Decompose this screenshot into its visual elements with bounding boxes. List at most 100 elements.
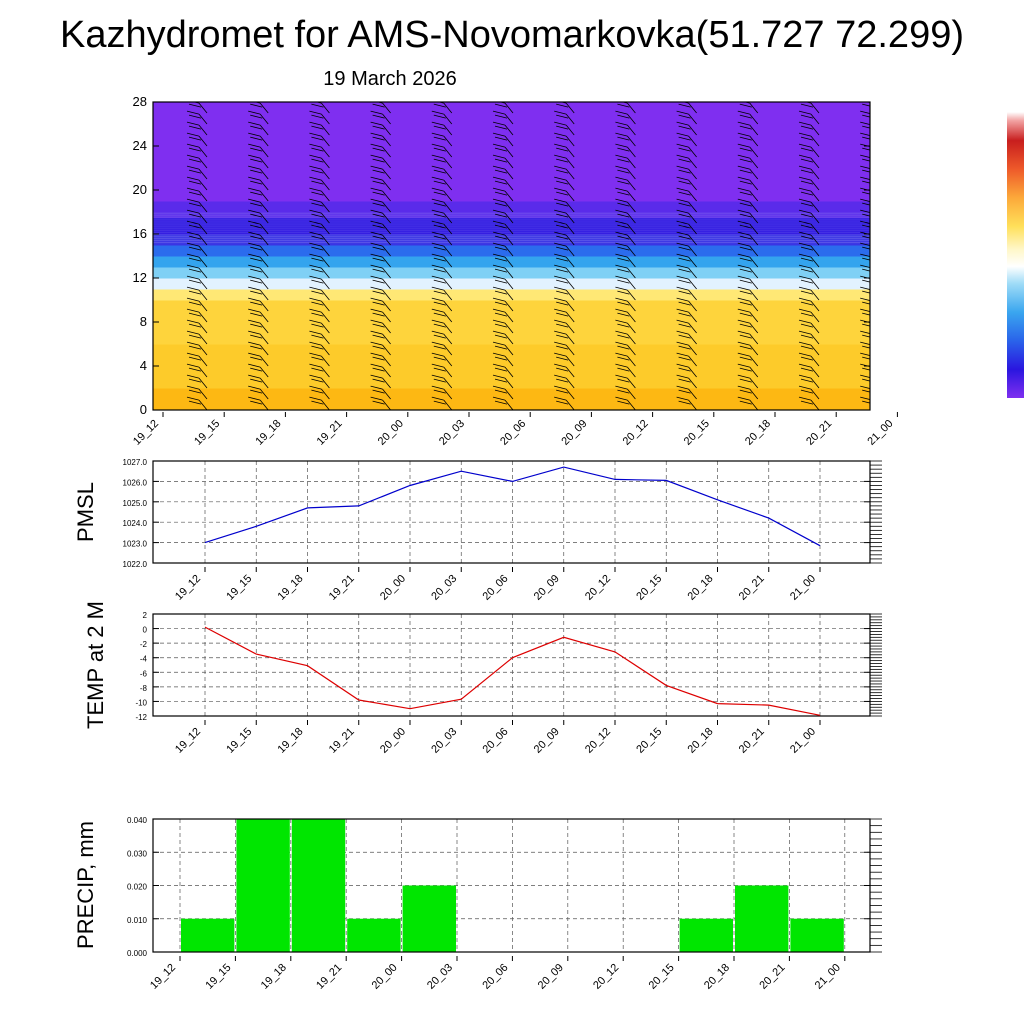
wind-barb-flag: [186, 220, 200, 225]
x-tick-label: 20_12: [621, 418, 651, 448]
wind-barb-flag: [798, 275, 812, 280]
wind-barb-flag: [676, 165, 689, 170]
wind-barb-flag: [250, 257, 263, 262]
wind-barb-flag: [370, 264, 383, 269]
x-tick-label: 21_00: [865, 418, 895, 448]
wind-barb-flag: [250, 103, 263, 108]
wind-barb-flag: [617, 147, 630, 152]
wind-barb: [749, 168, 759, 180]
wind-barb-flag: [921, 375, 933, 378]
wind-barb-flag: [615, 297, 628, 302]
wind-barb-flag: [311, 279, 324, 284]
wind-barb: [382, 300, 391, 312]
wind-barb: [321, 201, 330, 213]
wind-barb-flag: [186, 330, 200, 335]
wind-barb-flag: [494, 301, 508, 306]
wind-barb: [443, 179, 453, 191]
wind-barb-flag: [309, 385, 322, 390]
wind-barb-flag: [431, 264, 444, 269]
wind-barb: [688, 124, 697, 136]
wind-barb-flag: [370, 341, 383, 346]
wind-barb-flag: [798, 209, 812, 214]
wind-barb-flag: [615, 330, 628, 335]
wind-barb-flag: [309, 352, 322, 357]
wind-barb: [810, 267, 820, 279]
wind-barb-flag: [554, 198, 567, 203]
wind-barb-flag: [492, 374, 506, 379]
wind-barb-flag: [494, 290, 508, 295]
x-tick-label: 20_03: [425, 962, 455, 992]
wind-barb-flag: [311, 180, 324, 185]
wind-barb-flag: [739, 400, 752, 405]
y-tick-label: 0: [140, 402, 147, 417]
wind-barb-flag: [798, 319, 812, 324]
wind-barb-flag: [554, 264, 567, 269]
wind-barb-flag: [798, 308, 812, 313]
wind-barb-flag: [739, 378, 752, 383]
y-tick-label: 0.040: [127, 816, 148, 825]
wind-barb: [749, 355, 759, 367]
wind-barb-flag: [798, 242, 812, 247]
x-tick-label: 19_15: [224, 726, 254, 756]
wind-barb: [321, 377, 330, 389]
wind-barb-flag: [739, 356, 752, 361]
wind-barb-flag: [309, 143, 322, 148]
wind-barb-flag: [739, 268, 752, 273]
wind-barb-flag: [494, 356, 508, 361]
wind-barb: [443, 267, 453, 279]
wind-barb-flag: [250, 290, 263, 295]
x-tick-label: 20_18: [702, 962, 732, 992]
wind-barb-flag: [433, 147, 446, 152]
pmsl-y-axis: 1022.0 1023.0 1024.0 1025.0 1026.0 1027.0: [123, 458, 870, 569]
wind-barb-flag: [676, 209, 689, 214]
wind-barb-flag: [433, 290, 446, 295]
wind-barb-flag: [921, 298, 933, 301]
wind-barb-flag: [370, 242, 383, 247]
wind-barb-flag: [433, 125, 446, 130]
wind-barb-flag: [311, 301, 324, 306]
wind-barb-flag: [678, 235, 691, 240]
wind-barb: [627, 223, 636, 235]
wind-barb-flag: [800, 290, 814, 295]
wind-barb-flag: [676, 286, 689, 291]
precip-bar: [402, 885, 456, 952]
wind-barb-flag: [433, 235, 446, 240]
x-tick-label: 19_21: [327, 726, 357, 756]
wind-barb-flag: [923, 247, 935, 250]
wind-barb: [504, 212, 514, 224]
wind-barb: [688, 157, 697, 169]
wind-barb-flag: [921, 199, 933, 202]
wind-barb: [382, 135, 391, 147]
wind-barb: [627, 190, 636, 202]
wind-barb-flag: [492, 242, 506, 247]
wind-barb-flag: [433, 246, 446, 251]
wind-barb-flag: [921, 364, 933, 367]
wind-barb-flag: [556, 180, 569, 185]
wind-barb-flag: [554, 385, 567, 390]
wind-barb-flag: [554, 297, 567, 302]
wind-barb: [443, 366, 453, 378]
wind-barb: [688, 388, 697, 400]
wind-barb-flag: [739, 301, 752, 306]
wind-barb-flag: [678, 279, 691, 284]
wind-barb-flag: [433, 378, 446, 383]
wind-barb: [443, 146, 453, 158]
wind-barb-flag: [860, 341, 870, 345]
wind-barb-flag: [739, 103, 752, 108]
wind-barb-flag: [370, 374, 383, 379]
wind-barb-flag: [188, 268, 202, 273]
wind-barb: [688, 201, 697, 213]
wind-barb-flag: [800, 312, 814, 317]
wind-barb: [443, 355, 453, 367]
wind-barb-flag: [678, 202, 691, 207]
wind-barb-flag: [311, 235, 324, 240]
x-tick-label: 20_00: [378, 726, 408, 756]
wind-barb-flag: [309, 319, 322, 324]
wind-barb-flag: [617, 136, 630, 141]
wind-barb-flag: [615, 253, 628, 258]
y-tick-label: 1026.0: [123, 478, 148, 487]
wind-barb-flag: [309, 275, 322, 280]
wind-barb-flag: [860, 396, 870, 400]
wind-barb: [443, 212, 453, 224]
wind-barb: [504, 300, 514, 312]
